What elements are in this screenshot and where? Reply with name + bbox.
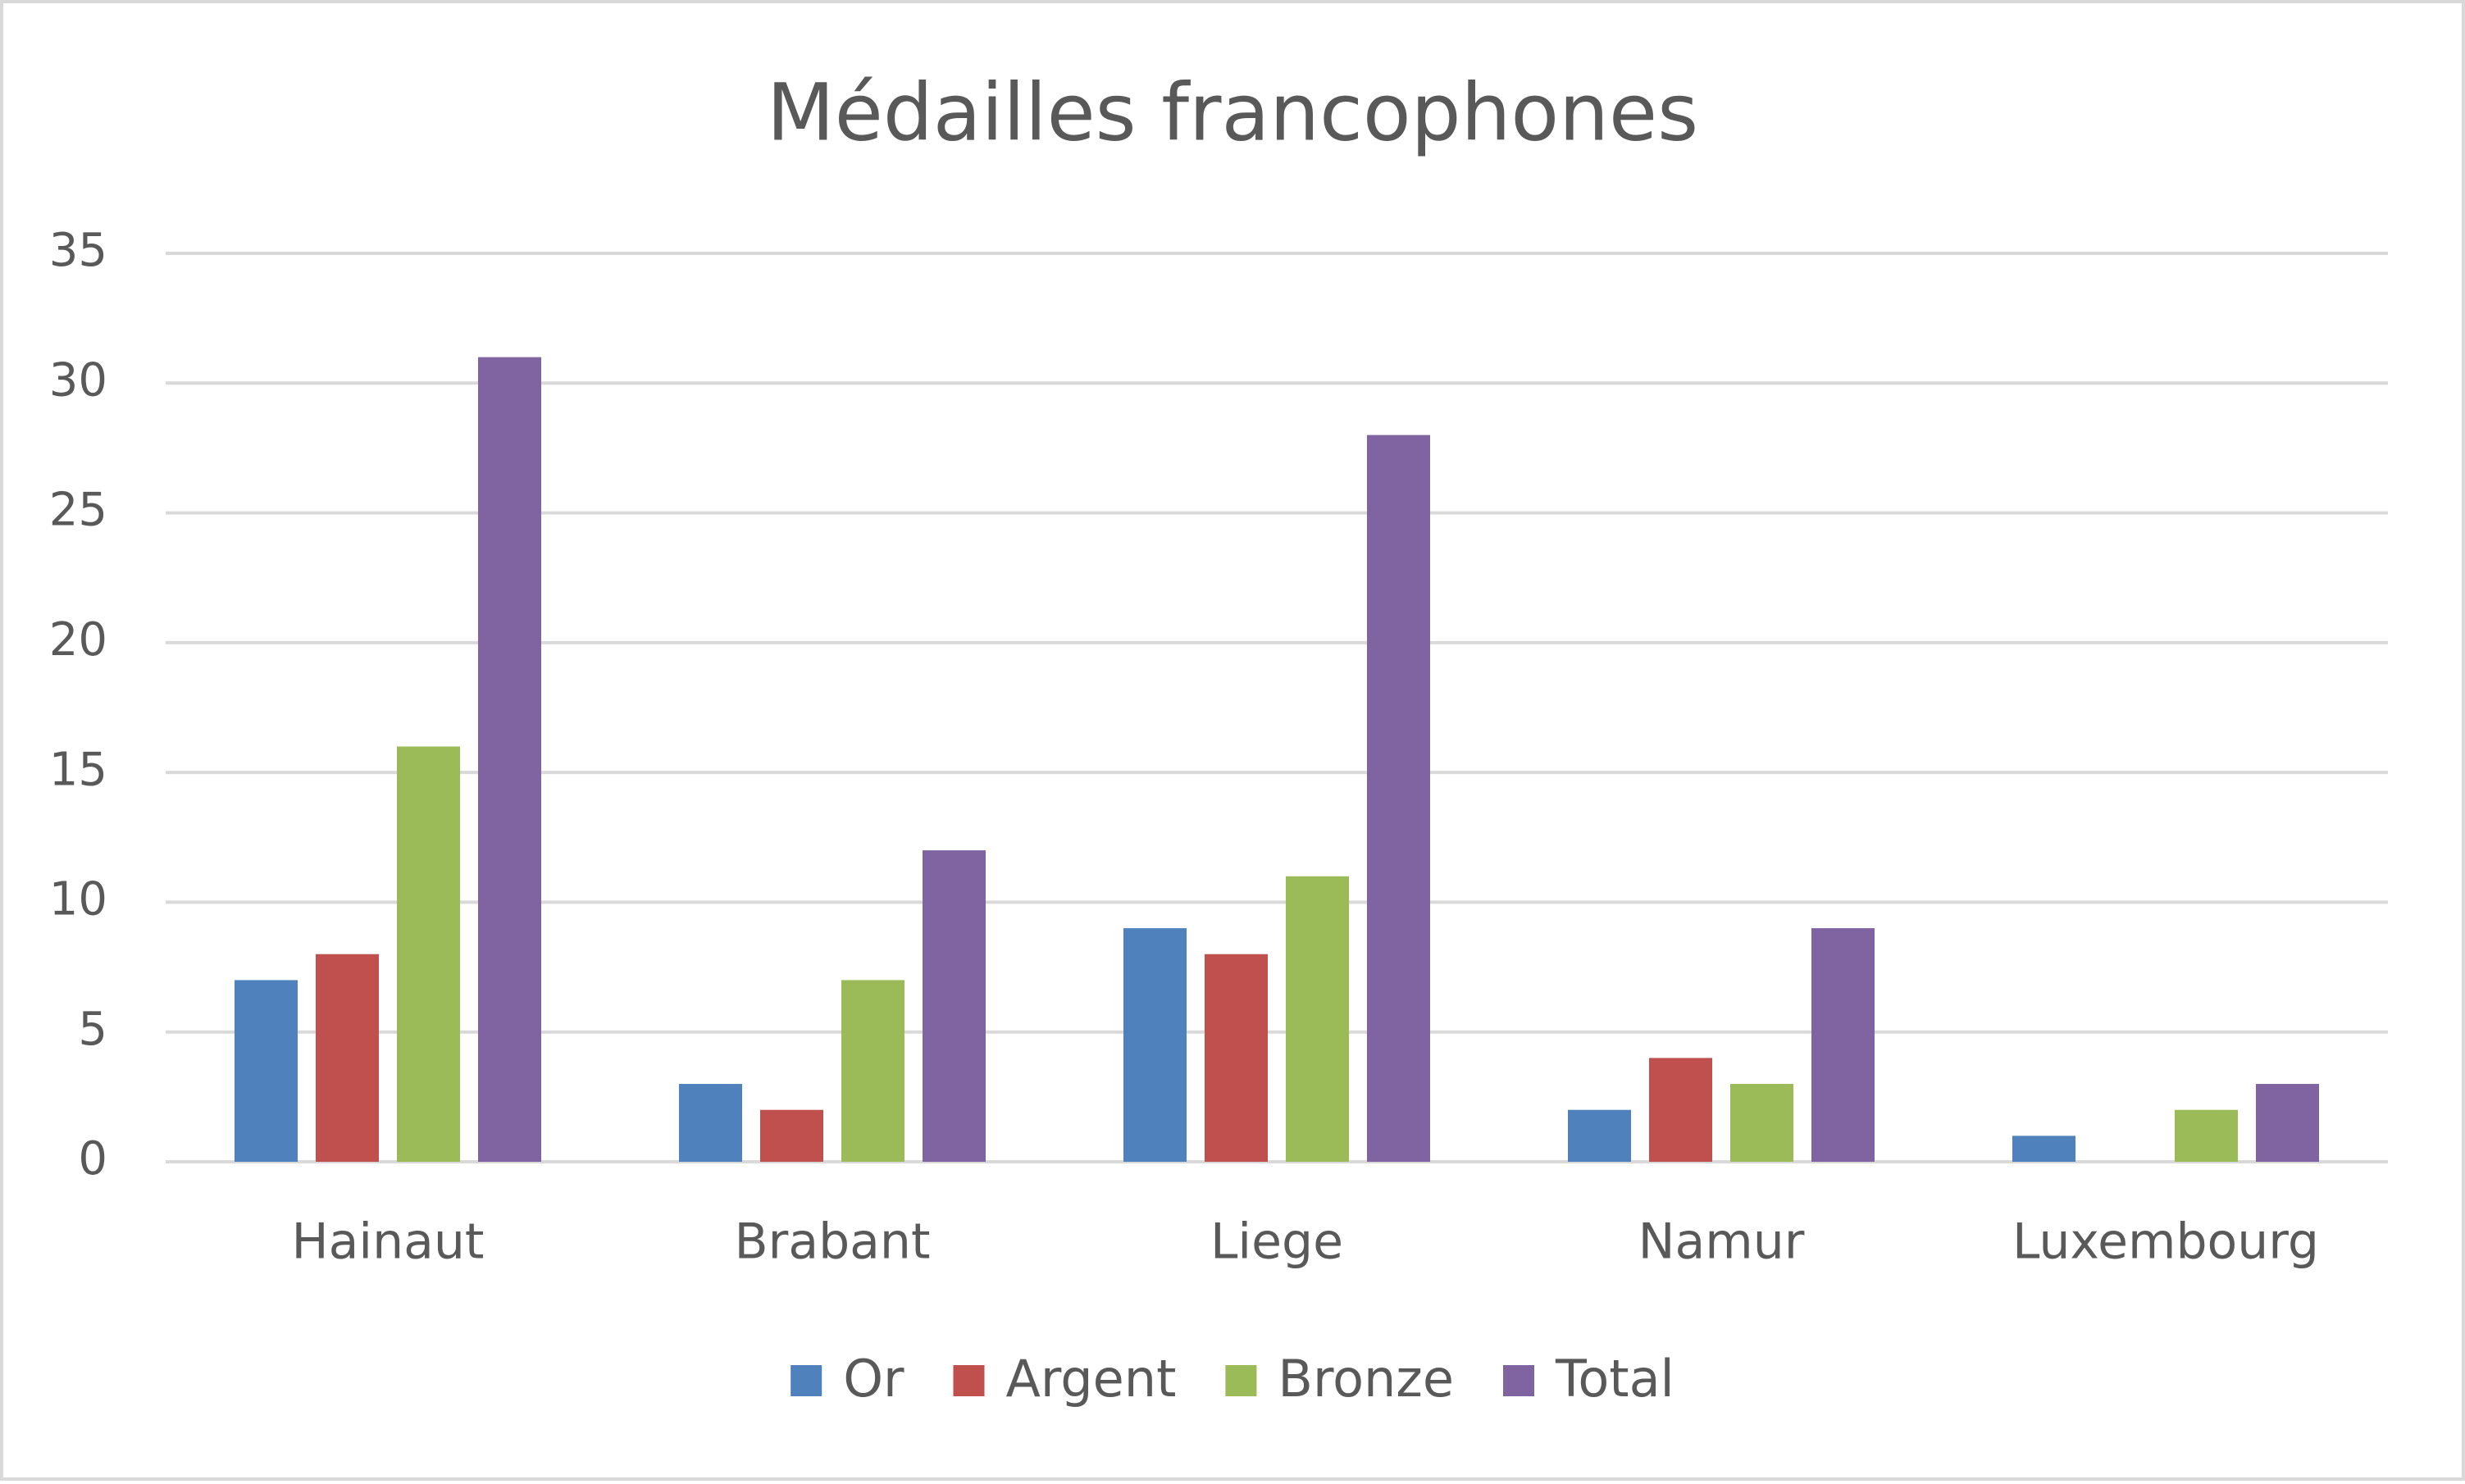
bar — [1649, 1058, 1712, 1162]
bar — [2256, 1084, 2319, 1162]
y-tick-label: 35 — [49, 224, 107, 277]
bar — [235, 980, 298, 1162]
bar — [1205, 954, 1268, 1162]
y-tick-label: 10 — [49, 873, 107, 926]
bar — [2012, 1136, 2075, 1162]
bar — [2175, 1109, 2238, 1162]
legend-swatch — [1502, 1365, 1534, 1396]
x-tick-label: Brabant — [734, 1213, 930, 1271]
y-tick-label: 30 — [49, 353, 107, 407]
y-tick-label: 5 — [78, 1003, 107, 1056]
y-tick-label: 25 — [49, 484, 107, 537]
bar — [1123, 928, 1187, 1162]
bar — [679, 1084, 742, 1162]
x-tick-label: Liege — [1210, 1213, 1343, 1271]
legend-label: Bronze — [1278, 1349, 1454, 1409]
bar — [397, 746, 460, 1162]
legend-label: Total — [1555, 1349, 1674, 1409]
y-tick-label: 20 — [49, 613, 107, 667]
y-tick-label: 15 — [49, 743, 107, 796]
x-tick-label: Namur — [1638, 1213, 1805, 1271]
bar — [1730, 1084, 1793, 1162]
chart-title: Médailles francophones — [767, 66, 1698, 158]
legend-swatch — [1225, 1365, 1257, 1396]
bar — [841, 980, 904, 1162]
bar — [316, 954, 379, 1162]
bar — [1367, 435, 1430, 1162]
bar — [1811, 928, 1875, 1162]
x-tick-label: Luxembourg — [2012, 1213, 2319, 1271]
y-tick-label: 0 — [78, 1132, 107, 1186]
bar — [760, 1109, 823, 1162]
bar — [1286, 876, 1349, 1162]
legend-swatch — [953, 1365, 985, 1396]
bar — [923, 850, 986, 1162]
legend-label: Or — [843, 1349, 904, 1409]
x-tick-label: Hainaut — [292, 1213, 485, 1271]
bar — [478, 357, 541, 1163]
legend-swatch — [791, 1365, 822, 1396]
bar — [1568, 1109, 1631, 1162]
legend-label: Argent — [1005, 1349, 1176, 1409]
